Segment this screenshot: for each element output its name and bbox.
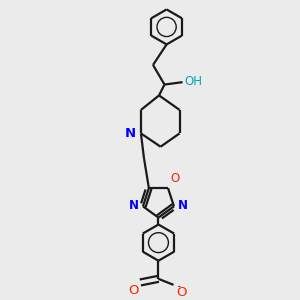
Text: O: O (128, 284, 139, 297)
Text: N: N (124, 127, 136, 140)
Text: O: O (170, 172, 180, 185)
Text: O: O (176, 286, 187, 299)
Text: OH: OH (184, 75, 202, 88)
Text: N: N (178, 199, 188, 212)
Text: N: N (129, 199, 139, 212)
